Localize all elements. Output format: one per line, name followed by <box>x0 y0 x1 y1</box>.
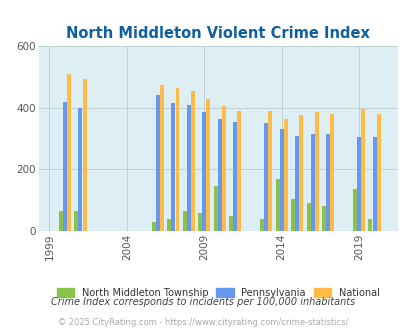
Bar <box>368 219 371 231</box>
Bar <box>82 79 86 231</box>
Bar <box>160 85 164 231</box>
Bar <box>167 219 171 231</box>
Text: Crime Index corresponds to incidents per 100,000 inhabitants: Crime Index corresponds to incidents per… <box>51 297 354 307</box>
Bar <box>283 118 287 231</box>
Bar <box>298 115 303 231</box>
Bar <box>264 123 268 231</box>
Bar <box>198 213 202 231</box>
Bar <box>67 74 71 231</box>
Bar <box>171 103 175 231</box>
Bar <box>190 91 194 231</box>
Bar <box>213 186 217 231</box>
Bar <box>310 134 314 231</box>
Text: © 2025 CityRating.com - https://www.cityrating.com/crime-statistics/: © 2025 CityRating.com - https://www.city… <box>58 318 347 327</box>
Bar <box>294 136 298 231</box>
Bar <box>175 88 179 231</box>
Bar <box>63 102 67 231</box>
Bar <box>325 134 329 231</box>
Bar <box>74 211 78 231</box>
Bar <box>156 95 160 231</box>
Bar <box>206 99 210 231</box>
Bar <box>290 199 294 231</box>
Bar <box>78 108 82 231</box>
Bar <box>182 211 186 231</box>
Bar <box>233 122 237 231</box>
Bar <box>217 118 221 231</box>
Bar <box>268 111 272 231</box>
Bar <box>237 111 241 231</box>
Bar <box>275 179 279 231</box>
Bar <box>360 109 364 231</box>
Bar <box>202 113 206 231</box>
Bar <box>279 129 283 231</box>
Bar <box>376 114 380 231</box>
Bar <box>59 211 62 231</box>
Bar <box>151 222 155 231</box>
Bar <box>330 114 334 231</box>
Bar <box>306 203 310 231</box>
Bar <box>222 106 226 231</box>
Legend: North Middleton Township, Pennsylvania, National: North Middleton Township, Pennsylvania, … <box>56 288 379 298</box>
Bar <box>372 137 376 231</box>
Bar <box>352 189 356 231</box>
Bar <box>314 113 318 231</box>
Bar <box>186 105 190 231</box>
Bar <box>228 215 232 231</box>
Bar <box>260 219 263 231</box>
Title: North Middleton Violent Crime Index: North Middleton Violent Crime Index <box>66 26 369 41</box>
Bar <box>321 206 325 231</box>
Bar <box>356 137 360 231</box>
